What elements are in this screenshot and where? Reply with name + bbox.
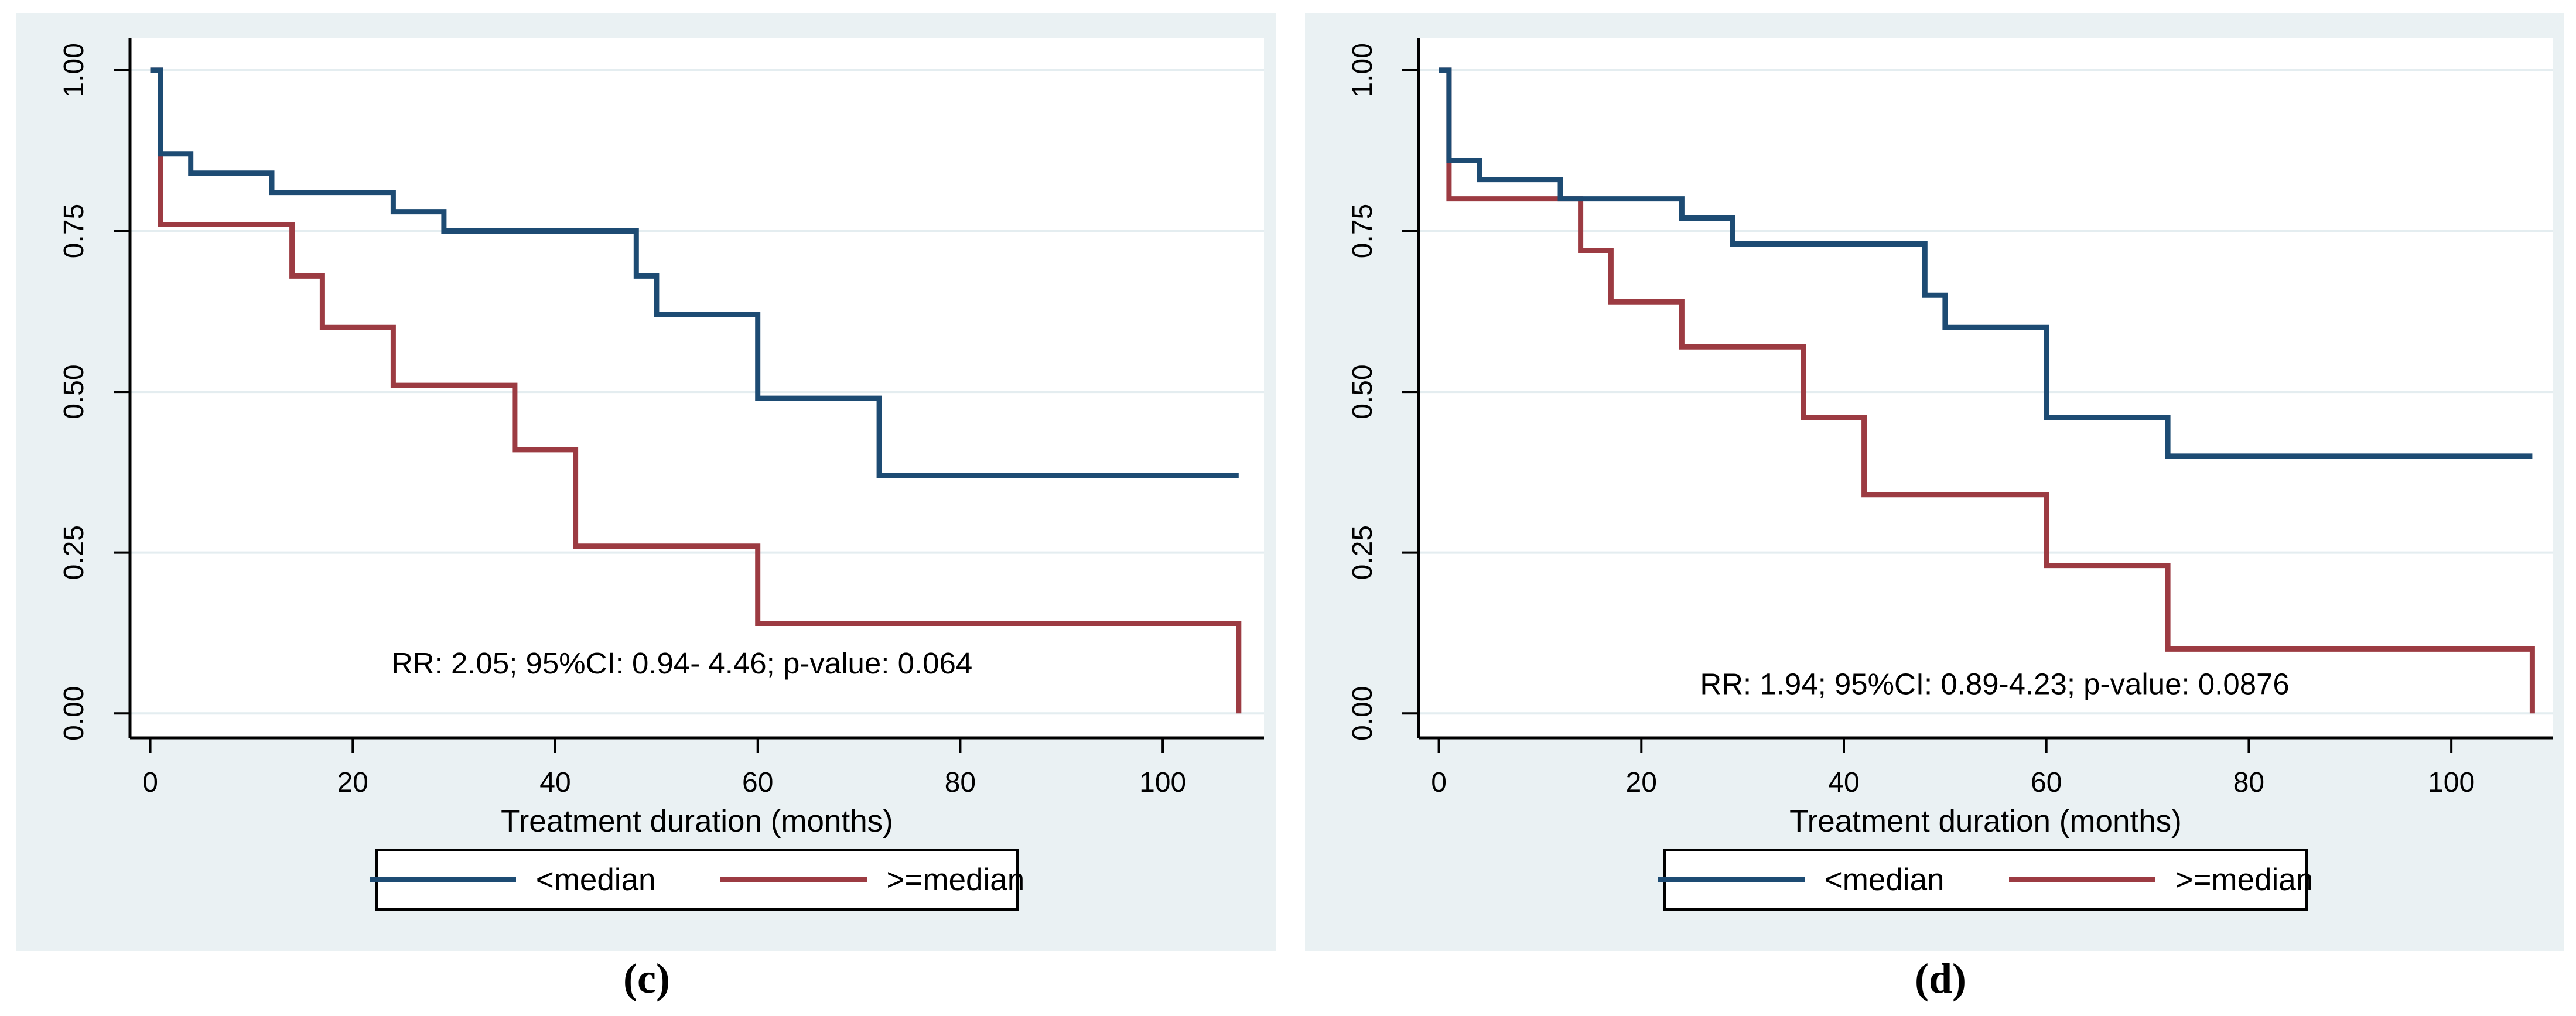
legend-line-maroon: [720, 877, 867, 882]
legend-left: <median >=median: [369, 849, 1024, 911]
legend-line-navy: [369, 877, 516, 882]
legend-right: <median >=median: [1658, 849, 2313, 911]
y-tick-label: 1.00: [59, 43, 90, 97]
legend-item-below-median: <median: [1658, 862, 1945, 898]
survival-step-curve: [150, 67, 1239, 478]
x-axis-title: Treatment duration (months): [501, 804, 893, 839]
x-tick-label: 0: [142, 767, 158, 798]
x-tick-label: 100: [1139, 767, 1186, 798]
legend-item-below-median: <median: [369, 862, 656, 898]
x-tick-label: 20: [1626, 767, 1657, 798]
x-tick-label: 0: [1431, 767, 1447, 798]
rr-annotation: RR: 2.05; 95%CI: 0.94- 4.46; p-value: 0.…: [391, 646, 972, 680]
rr-annotation: RR: 1.94; 95%CI: 0.89-4.23; p-value: 0.0…: [1700, 667, 2289, 700]
caption-c: (c): [623, 955, 670, 1002]
y-tick-label: 0.75: [59, 204, 90, 258]
legend-label-below-median: <median: [1824, 862, 1945, 897]
survival-step-curve: [150, 67, 1242, 714]
km-panel-right: 0.00 0.25 0.50 0.75 1.00 0 20 40 60 80 100 Treatmen…: [1305, 13, 2564, 951]
km-panel-left: 0.00 0.25 0.50 0.75 1.00 0 20 40 60 80 100 Treatmen…: [16, 13, 1276, 951]
x-tick-label: 20: [337, 767, 368, 798]
x-tick-label: 40: [1828, 767, 1859, 798]
x-tick-label: 60: [2031, 767, 2062, 798]
x-tick-label: 80: [2233, 767, 2264, 798]
legend-item-above-median: >=median: [2008, 862, 2314, 898]
legend-line-navy: [1658, 877, 1805, 882]
y-tick-label: 0.50: [1347, 364, 1378, 419]
survival-step-curve: [1439, 67, 2533, 459]
y-tick-label: 0.25: [59, 525, 90, 580]
x-tick-label: 60: [742, 767, 773, 798]
x-tick-label: 80: [945, 767, 976, 798]
y-tick-label: 0.25: [1347, 525, 1378, 580]
x-tick-label: 40: [539, 767, 570, 798]
km-chart-svg-left: 0.00 0.25 0.50 0.75 1.00 0 20 40 60 80 100 Treatmen…: [59, 38, 1264, 839]
x-tick-label: 100: [2428, 767, 2475, 798]
legend-item-above-median: >=median: [720, 862, 1025, 898]
legend-line-maroon: [2008, 877, 2155, 882]
caption-d: (d): [1915, 955, 1966, 1002]
y-tick-label: 0.00: [59, 686, 90, 741]
y-tick-label: 0.00: [1347, 686, 1378, 741]
legend-label-below-median: <median: [535, 862, 656, 897]
y-tick-label: 0.75: [1347, 204, 1378, 258]
km-chart-svg-right: 0.00 0.25 0.50 0.75 1.00 0 20 40 60 80 100 Treatmen…: [1347, 38, 2553, 839]
plot-area: [130, 38, 1264, 738]
x-axis-title: Treatment duration (months): [1789, 804, 2182, 839]
y-tick-label: 0.50: [59, 364, 90, 419]
y-tick-label: 1.00: [1347, 43, 1378, 97]
legend-label-above-median: >=median: [886, 862, 1025, 897]
legend-label-above-median: >=median: [2175, 862, 2314, 897]
plot-area: [1419, 38, 2553, 738]
